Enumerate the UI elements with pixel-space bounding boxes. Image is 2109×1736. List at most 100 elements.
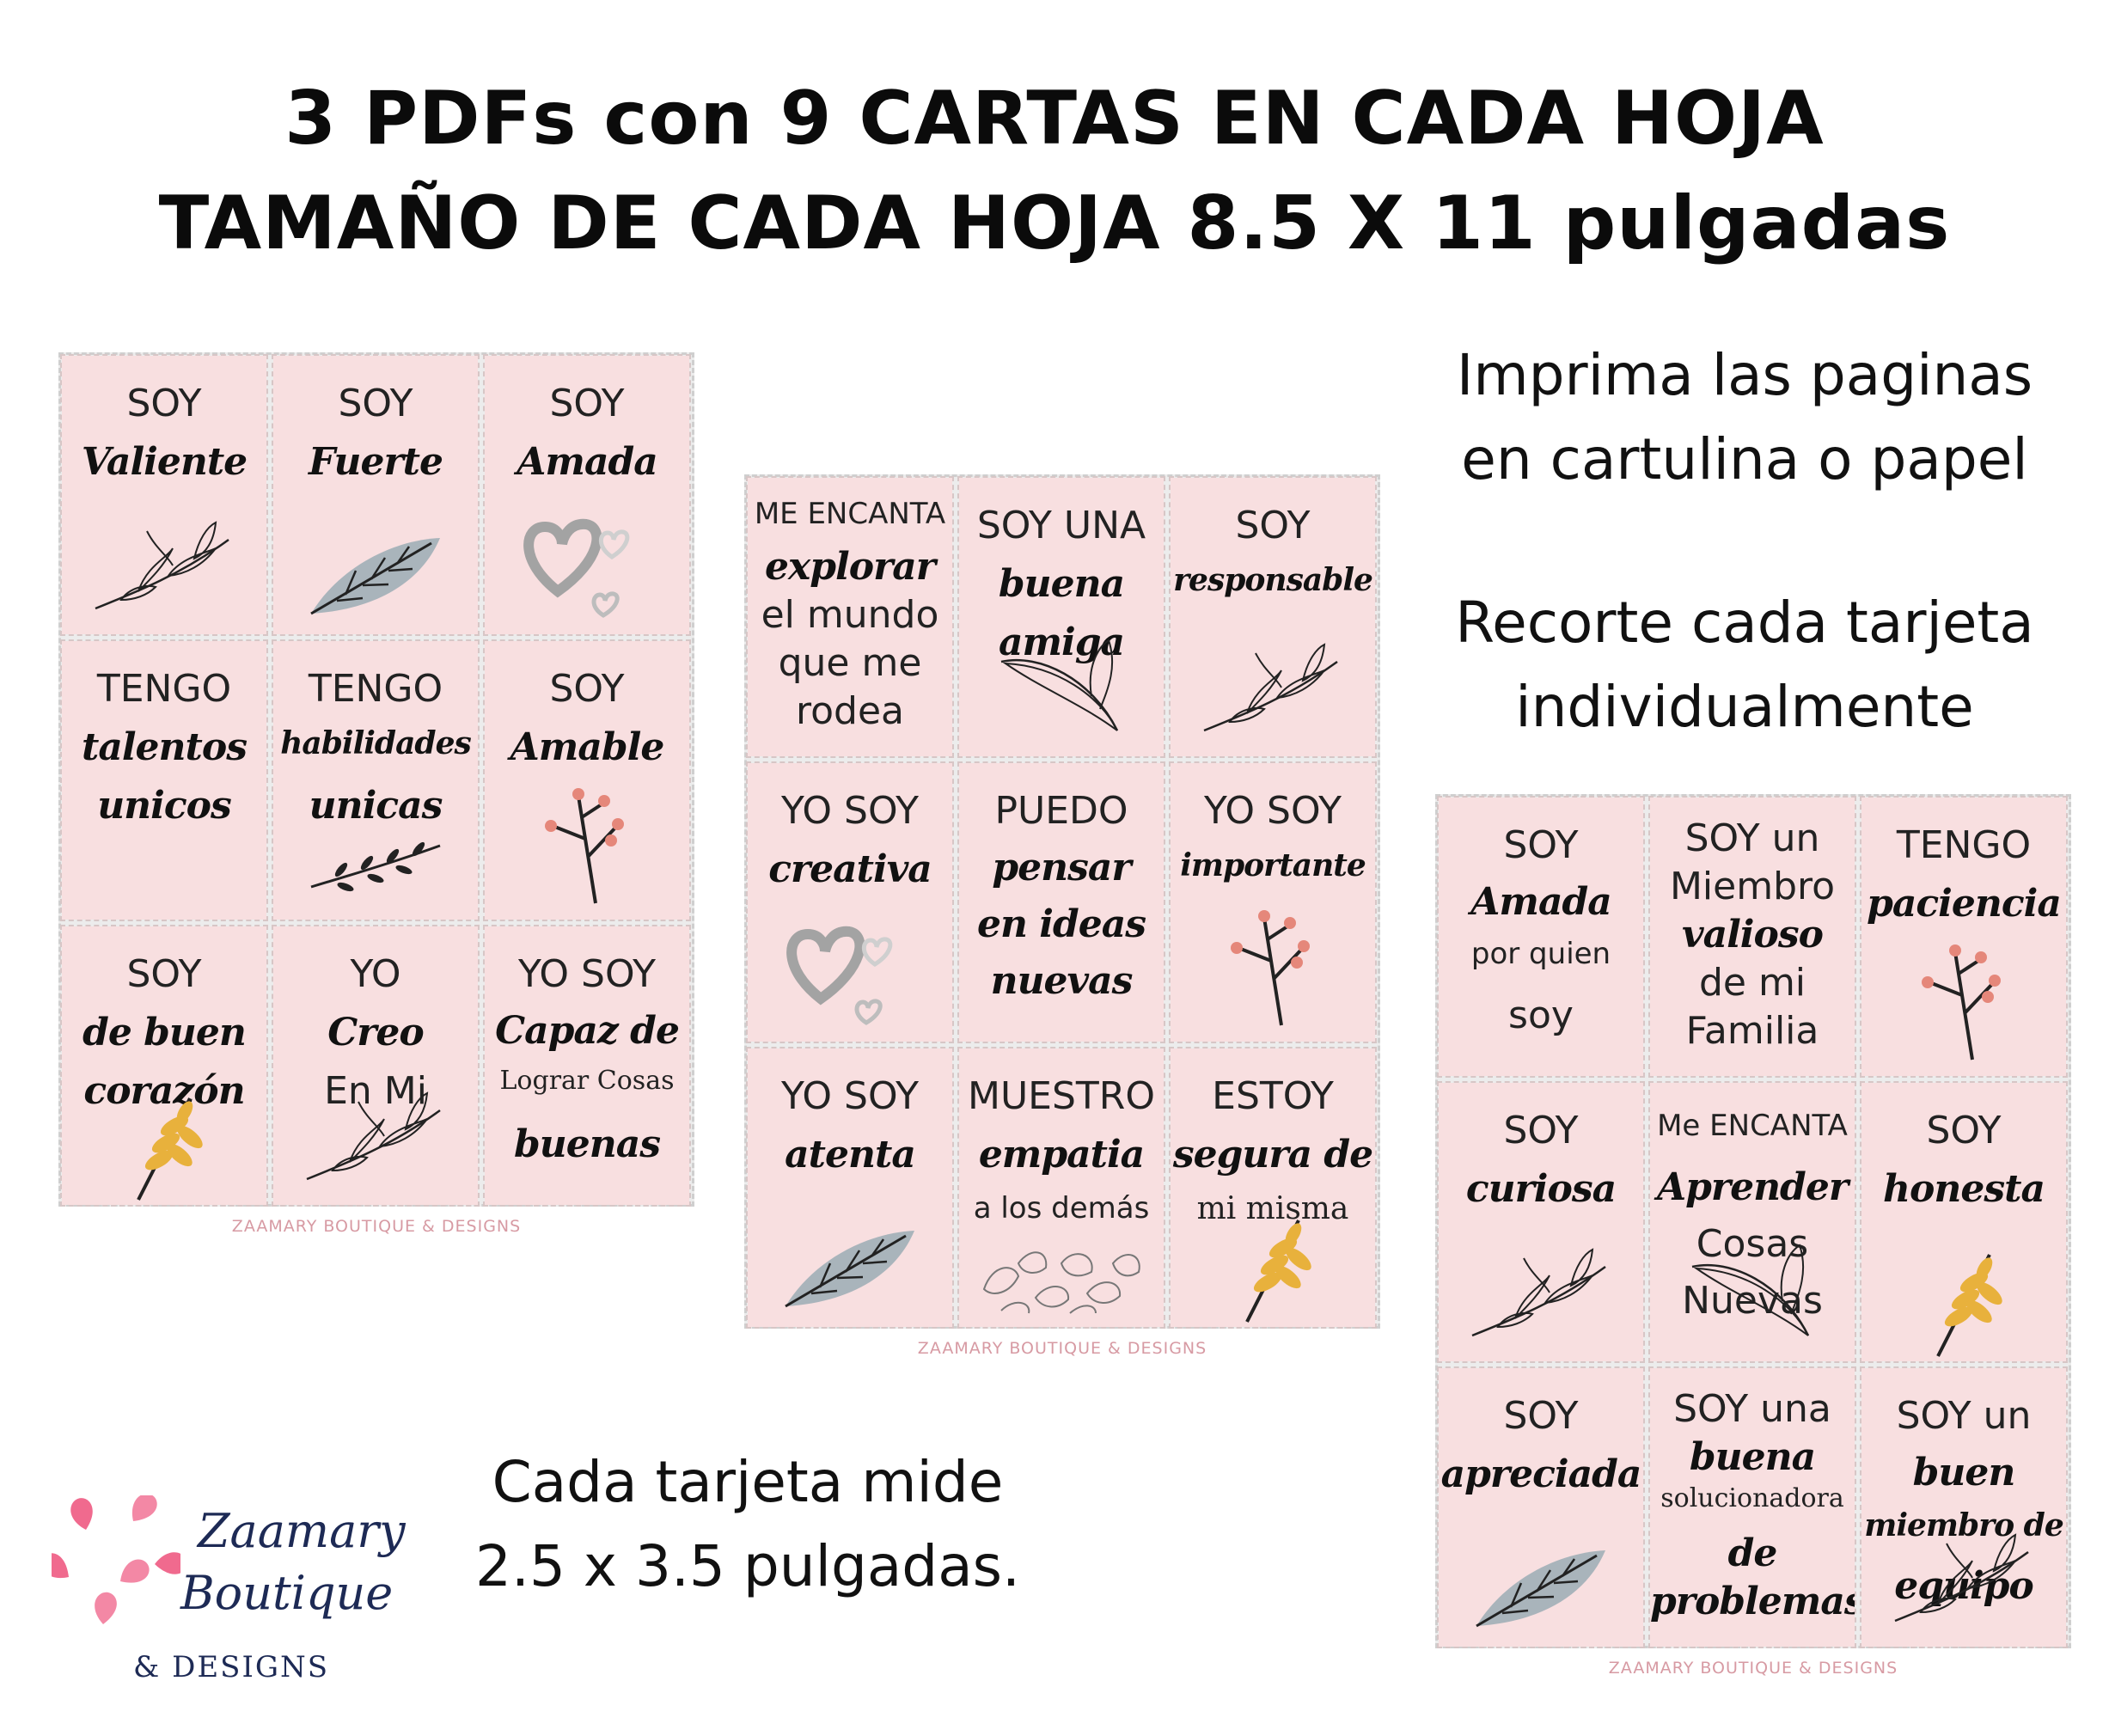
- logo-line-2: Boutique: [180, 1566, 394, 1620]
- affirmation-card: YO SOY importante: [1169, 761, 1377, 1043]
- card-text-line: Lograr Cosas: [499, 1066, 675, 1096]
- card-text-line: creativa: [768, 847, 932, 891]
- card-text-line: SOY: [338, 382, 413, 425]
- card-text-line: Fuerte: [309, 440, 443, 484]
- cut-line-1: Recorte cada tarjeta: [1455, 590, 2034, 656]
- berry-twig-icon: [1231, 910, 1310, 1026]
- flower-petals-icon: [52, 1495, 180, 1624]
- card-text-line: SOY UNA: [976, 504, 1146, 547]
- affirmation-card: SOY un buen miembro de equipo: [1860, 1366, 2068, 1648]
- card-text-line: Me ENCANTA: [1657, 1109, 1848, 1143]
- card-text-line: miembro de: [1864, 1507, 2064, 1543]
- affirmation-card: TENGO habilidades unicas: [272, 639, 480, 921]
- card-text-line: por quien: [1470, 937, 1611, 971]
- card-text-line: nuevas: [990, 959, 1134, 1003]
- berry-twig-icon: [545, 788, 624, 904]
- card-text-line: de mi: [1698, 961, 1806, 1005]
- affirmation-card: SOY una buena solucionadora de problemas: [1648, 1366, 1856, 1648]
- card-text-line: de buen: [83, 1011, 247, 1054]
- card-text-line: YO SOY: [517, 952, 657, 996]
- size-line-1: Cada tarjeta mide: [492, 1449, 1004, 1515]
- card-text-line: soy: [1508, 993, 1574, 1037]
- affirmation-card: SOY curiosa: [1437, 1081, 1645, 1363]
- card-text-line: talentos: [82, 725, 248, 769]
- affirmation-card: ME ENCANTA explorar el mundo que me rodea: [746, 476, 954, 758]
- page-title-line-2: TAMAÑO DE CADA HOJA 8.5 X 11 pulgadas: [158, 180, 1951, 266]
- affirmation-card: MUESTRO empatia a los demás: [957, 1047, 1165, 1329]
- branch-icon: [1894, 1533, 2029, 1623]
- card-text-line: TENGO: [1896, 823, 2032, 867]
- affirmation-card: SOY apreciada: [1437, 1366, 1645, 1648]
- card-text-line: rodea: [795, 689, 904, 733]
- card-text-line: de: [1727, 1531, 1778, 1575]
- card-text-line: en ideas: [976, 902, 1146, 946]
- card-text-line: TENGO: [308, 667, 443, 711]
- card-text-line: mi misma: [1196, 1191, 1349, 1226]
- card-text-line: Aprender: [1656, 1165, 1849, 1209]
- card-text-line: SOY: [1926, 1109, 2002, 1152]
- card-text-line: valioso: [1682, 913, 1824, 957]
- affirmation-card: YO SOY Capaz de Lograr Cosas buenas: [483, 925, 691, 1207]
- card-text-line: Valiente: [81, 440, 248, 484]
- affirmation-card: SOY Fuerte: [272, 354, 480, 636]
- card-text-line: responsable: [1173, 562, 1373, 598]
- card-text-line: buenas: [513, 1122, 661, 1166]
- leaves-pile-icon: [982, 1251, 1140, 1314]
- branch-icon: [306, 1091, 441, 1181]
- card-text-line: SOY: [549, 667, 625, 711]
- card-text-line: SOY: [126, 382, 202, 425]
- card-text-line: TENGO: [96, 667, 232, 711]
- card-text-line: buena: [1689, 1435, 1816, 1479]
- card-text-line: amiga: [998, 620, 1125, 664]
- card-text-line: SOY: [1503, 1109, 1579, 1152]
- card-text-line: pensar: [992, 846, 1131, 889]
- affirmation-card: SOY de buen corazón: [60, 925, 268, 1207]
- page-title-line-1: 3 PDFs con 9 CARTAS EN CADA HOJA: [284, 76, 1825, 162]
- logo-line-1: Zaamary: [198, 1504, 406, 1558]
- card-text-line: importante: [1180, 847, 1366, 883]
- affirmation-card: TENGO paciencia: [1860, 796, 2068, 1078]
- card-text-line: solucionadora: [1660, 1483, 1844, 1513]
- hearts-icon: [523, 518, 630, 618]
- card-text-line: Familia: [1685, 1009, 1819, 1053]
- card-text-line: que me: [778, 641, 922, 685]
- card-text-line: buena: [998, 562, 1125, 606]
- affirmation-card: Me ENCANTA Aprender Cosas Nuevas: [1648, 1081, 1856, 1363]
- card-text-line: habilidades: [280, 725, 472, 761]
- affirmation-card: YO SOY creativa: [746, 761, 954, 1043]
- card-text-line: problemas: [1650, 1580, 1855, 1623]
- branch-icon: [95, 521, 229, 610]
- affirmation-card: SOY Amada por quien soy: [1437, 796, 1645, 1078]
- card-sheet-1: SOY Valiente SOY Fuerte SOY Amada TENGO talento…: [58, 352, 694, 1236]
- logo-line-3: & DESIGNS: [133, 1650, 330, 1684]
- gray-leaf-icon: [1476, 1550, 1605, 1628]
- gray-leaf-icon: [310, 538, 440, 615]
- card-text-line: ME ENCANTA: [754, 497, 946, 531]
- sheet-footer: ZAAMARY BOUTIQUE & DESIGNS: [917, 1339, 1207, 1358]
- sheet-footer: ZAAMARY BOUTIQUE & DESIGNS: [1608, 1659, 1898, 1678]
- card-text-line: SOY un: [1896, 1394, 2032, 1438]
- card-text-line: PUEDO: [994, 789, 1128, 833]
- affirmation-card: SOY un Miembro valioso de mi Familia: [1648, 796, 1856, 1078]
- card-text-line: SOY: [1503, 823, 1579, 867]
- card-text-line: unicas: [309, 784, 443, 828]
- card-text-line: YO: [350, 952, 401, 996]
- brand-logo: Zaamary Boutique & DESIGNS: [52, 1495, 406, 1702]
- card-text-line: Amable: [510, 725, 665, 769]
- print-line-2: en cartulina o papel: [1461, 426, 2028, 492]
- cut-instructions: Recorte cada tarjeta individualmente: [1435, 581, 2054, 749]
- outline-leaf-icon: [1691, 1244, 1810, 1336]
- card-text-line: corazón: [83, 1069, 245, 1113]
- card-text-line: atenta: [785, 1133, 916, 1177]
- card-text-line: honesta: [1883, 1167, 2045, 1211]
- card-text-line: YO SOY: [780, 1074, 920, 1118]
- card-text-line: a los demás: [973, 1191, 1150, 1226]
- card-text-line: buen: [1912, 1451, 2016, 1495]
- card-text-line: equipo: [1894, 1564, 2034, 1608]
- affirmation-card: YO SOY atenta: [746, 1047, 954, 1329]
- wheat-icon: [1936, 1254, 2002, 1357]
- card-text-line: SOY: [126, 952, 202, 996]
- sheet-footer: ZAAMARY BOUTIQUE & DESIGNS: [231, 1217, 522, 1236]
- card-sheet-3: SOY Amada por quien soy SOY un Miembro valioso…: [1435, 794, 2071, 1678]
- size-info: Cada tarjeta mide 2.5 x 3.5 pulgadas.: [447, 1440, 1048, 1609]
